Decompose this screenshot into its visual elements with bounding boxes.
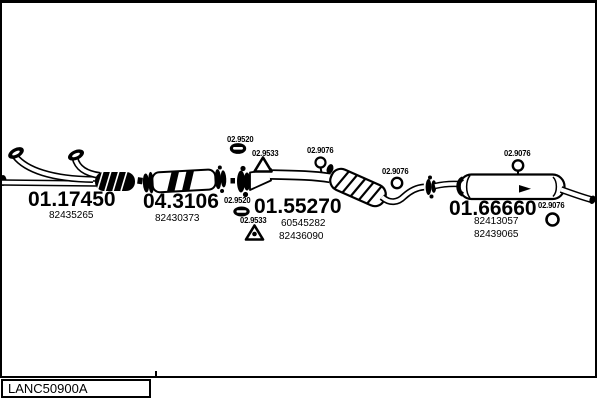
fitting-code-gasket-triangle-top: 02.9533	[252, 148, 279, 158]
fitting-code-hanger-rear-bottom: 02.9076	[538, 200, 565, 210]
front-pipes-drawing	[0, 147, 135, 192]
fitting-code-gasket-oval-bottom: 02.9520	[224, 195, 251, 205]
catalog-code-box[interactable]: LANC50900A	[1, 379, 151, 398]
inlet-bracket	[456, 176, 465, 197]
centre-silencer-drawing	[329, 167, 425, 208]
fitting-code-gasket-oval-top: 02.9520	[227, 134, 254, 144]
gasket-triangle-icon	[253, 156, 273, 173]
flex-joint-drawing	[95, 170, 135, 192]
flow-arrow-icon	[519, 185, 531, 193]
part-number-front-pipe[interactable]: 01.17450	[28, 188, 116, 211]
part-number-catalyst[interactable]: 04.3106	[143, 190, 219, 213]
gasket-oval-icon	[229, 143, 247, 154]
joint-gasket-dot	[230, 178, 235, 184]
hanger-ring-icon	[314, 156, 327, 173]
fitting-code-hanger-centre-pipe: 02.9076	[307, 145, 334, 155]
oe-ref-centre-pipe-2: 82436090	[279, 231, 324, 242]
oe-ref-centre-pipe-1: 60545282	[281, 218, 326, 229]
hanger-ring-icon	[511, 159, 525, 175]
manifold-flange-icon	[67, 149, 85, 161]
oe-ref-rear-silencer-2: 82439065	[474, 229, 519, 240]
footer-divider-tick	[155, 371, 157, 378]
coupling-flange-icon	[425, 175, 461, 199]
oe-ref-catalyst: 82430373	[155, 213, 200, 224]
exhaust-system-drawing	[0, 143, 596, 241]
gasket-oval-icon	[233, 206, 250, 217]
rear-silencer-drawing	[456, 173, 596, 205]
part-number-centre-pipe[interactable]: 01.55270	[254, 195, 342, 218]
manifold-flange-icon	[8, 147, 24, 159]
oe-ref-front-pipe: 82435265	[49, 210, 94, 221]
gasket-triangle-icon	[244, 224, 265, 241]
catalyst-drawing	[142, 165, 227, 194]
fitting-code-hanger-rear-top: 02.9076	[504, 148, 531, 158]
centre-pipe-drawing	[237, 164, 334, 198]
part-number-rear-silencer[interactable]: 01.66660	[449, 197, 537, 220]
joint-gasket-dot	[137, 177, 143, 185]
pipe-bracket	[326, 164, 334, 174]
tailpipe-tip	[589, 195, 596, 205]
diagram-frame	[0, 0, 597, 378]
hanger-ring-icon	[390, 176, 404, 190]
oe-ref-rear-silencer-1: 82413057	[474, 216, 519, 227]
hanger-ring-icon	[545, 212, 560, 227]
fitting-code-gasket-triangle-bottom: 02.9533	[240, 215, 267, 225]
fitting-code-hanger-mid: 02.9076	[382, 166, 409, 176]
